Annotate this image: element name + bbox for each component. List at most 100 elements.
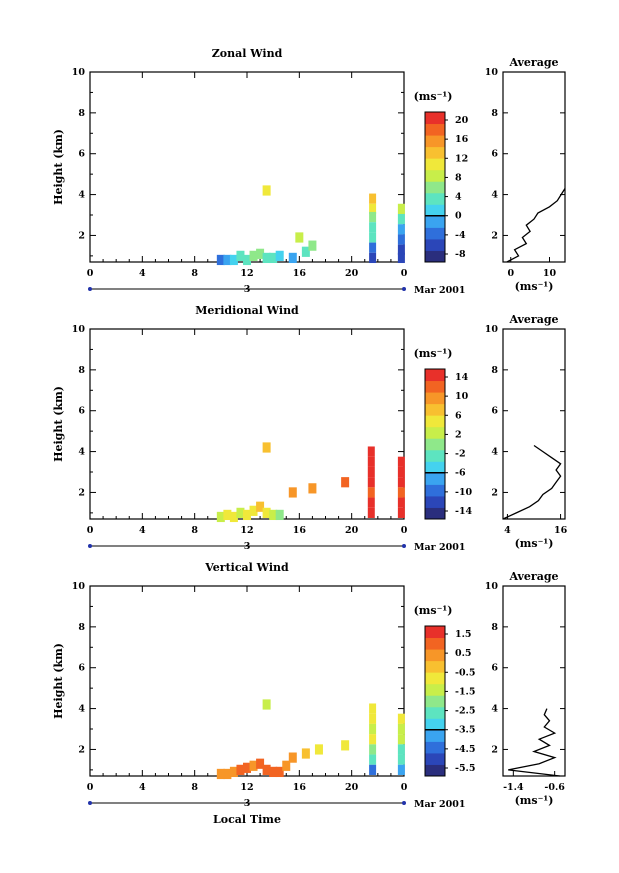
colorbar-segment (425, 146, 445, 159)
heatmap-cell (243, 762, 251, 773)
heatmap-cell (397, 477, 405, 488)
heatmap-cell (288, 752, 297, 763)
avg-x-tick-label: 4 (504, 525, 511, 536)
colorbar-tick-label: -0.5 (455, 667, 475, 678)
y-tick-label: 4 (78, 447, 85, 458)
average-title: Average (508, 570, 558, 583)
day-bar-start-marker (88, 287, 92, 291)
heatmap-cell (295, 232, 304, 243)
heatmap-cell (397, 224, 405, 235)
colorbar-tick-label: 0.5 (455, 648, 472, 659)
x-tick-label: 16 (293, 782, 307, 793)
heatmap-cell (223, 254, 232, 266)
colorbar-tick-label: -8 (455, 249, 466, 260)
colorbar-tick-label: -2 (455, 449, 466, 460)
heatmap-cell (369, 203, 377, 214)
heatmap-cell (397, 252, 405, 264)
heatmap-cell (369, 713, 377, 724)
colorbar-segment (425, 484, 445, 497)
avg-y-tick-label: 6 (491, 406, 498, 417)
heatmap-cell (262, 185, 271, 196)
y-tick-label: 2 (78, 487, 85, 498)
heatmap-cell (288, 487, 297, 498)
y-tick-label: 8 (78, 365, 85, 376)
heatmap-cell (369, 252, 377, 264)
y-tick-label: 2 (78, 744, 85, 755)
x-tick-label: 8 (191, 525, 198, 536)
heatmap-cell (367, 507, 375, 518)
colorbar-segment (425, 741, 445, 754)
heatmap-cell (397, 754, 405, 765)
heatmap-cell (216, 768, 225, 780)
colorbar-segment (425, 672, 445, 685)
average-frame (502, 585, 566, 777)
heatmap-cell (367, 497, 375, 508)
heatmap-cell (367, 477, 375, 488)
heatmap-cell (341, 740, 350, 751)
avg-y-tick-label: 4 (491, 704, 498, 715)
colorbar-tick-label: 6 (455, 410, 462, 421)
colorbar-segment (425, 415, 445, 428)
colorbar-segment (425, 215, 445, 228)
heatmap-cell (243, 254, 251, 266)
heatmap-cell (262, 699, 271, 710)
heatmap-cell (256, 248, 265, 259)
heatmap-cell (229, 766, 238, 778)
panel-title: Meridional Wind (195, 304, 299, 317)
plot-frame (89, 328, 405, 520)
heatmap-cell (275, 509, 284, 521)
avg-x-axis-label: (ms⁻¹) (515, 280, 554, 293)
colorbar-segment (425, 626, 445, 639)
avg-x-axis-label: (ms⁻¹) (515, 794, 554, 807)
colorbar-segment (425, 764, 445, 777)
colorbar-segment (425, 683, 445, 696)
heatmap-cell (269, 766, 278, 778)
y-tick-label: 10 (72, 324, 86, 335)
y-tick-label: 10 (72, 581, 86, 592)
x-tick-label: 20 (345, 782, 359, 793)
y-tick-label: 4 (78, 704, 85, 715)
colorbar-tick-label: -14 (455, 506, 473, 517)
colorbar-segment (425, 369, 445, 382)
avg-y-tick-label: 6 (491, 663, 498, 674)
avg-y-tick-label: 2 (491, 487, 498, 498)
colorbar-segment (425, 461, 445, 474)
colorbar-tick-label: 10 (455, 391, 469, 402)
y-axis-label: Height (km) (52, 386, 65, 462)
colorbar-segment (425, 392, 445, 405)
colorbar-frame (424, 111, 446, 263)
colorbar-segment (425, 135, 445, 148)
heatmap-cell (397, 497, 405, 508)
heatmap-cell (269, 509, 278, 521)
heatmap-cell (282, 760, 291, 771)
avg-x-tick-label: 16 (554, 525, 568, 536)
colorbar-segment (425, 426, 445, 439)
avg-y-tick-label: 4 (491, 190, 498, 201)
colorbar-tick-label: -10 (455, 487, 473, 498)
heatmap-cell (256, 501, 265, 512)
heatmap-cell (397, 487, 405, 498)
colorbar-tick-label: 16 (455, 134, 469, 145)
colorbar-tick-label: -1.5 (455, 686, 475, 697)
y-tick-label: 4 (78, 190, 85, 201)
x-axis-label: Local Time (213, 813, 281, 826)
heatmap-cell (314, 744, 323, 755)
colorbar-segment (425, 495, 445, 508)
average-profile-line (508, 708, 560, 777)
colorbar-tick-label: 0 (455, 211, 462, 222)
day-label: 3 (244, 284, 251, 295)
heatmap-cell (369, 754, 377, 765)
colorbar-segment (425, 695, 445, 708)
colorbar-segment (425, 227, 445, 240)
avg-y-tick-label: 10 (485, 67, 499, 78)
heatmap-cell (369, 242, 377, 253)
x-tick-label: 0 (401, 268, 408, 279)
avg-y-tick-label: 10 (485, 324, 499, 335)
heatmap-cell (275, 766, 284, 778)
colorbar-tick-label: -2.5 (455, 706, 475, 717)
heatmap-cell (288, 252, 297, 264)
x-tick-label: 20 (345, 525, 359, 536)
average-frame (502, 328, 566, 520)
day-bar-end-marker (402, 544, 406, 548)
y-tick-label: 6 (78, 406, 85, 417)
